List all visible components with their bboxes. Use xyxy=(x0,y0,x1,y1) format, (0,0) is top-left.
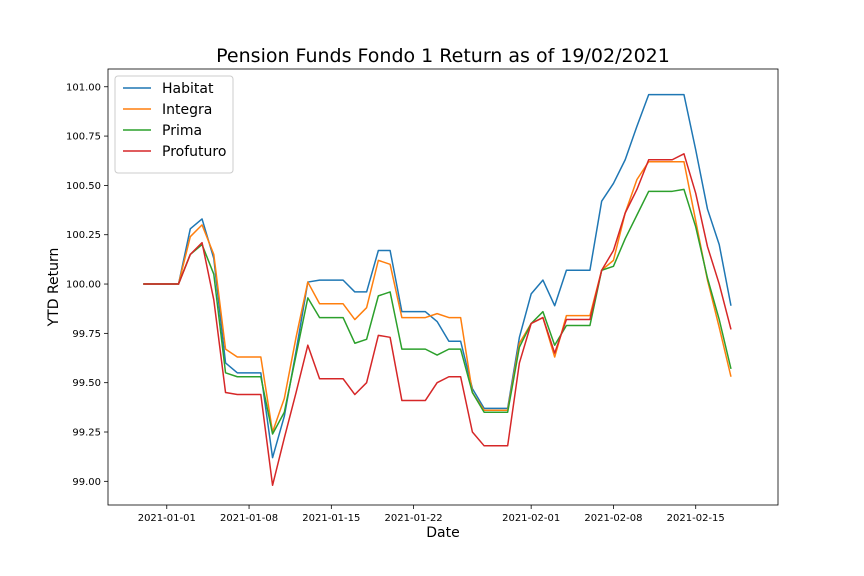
y-tick-label: 101.00 xyxy=(66,82,101,93)
x-tick-label: 2021-01-22 xyxy=(385,513,443,524)
legend-box xyxy=(114,75,234,174)
legend-label: Habitat xyxy=(162,81,214,97)
series-line-profuturo xyxy=(143,153,732,487)
x-tick-label: 2021-01-15 xyxy=(302,513,360,524)
y-tick-label: 99.75 xyxy=(72,329,101,340)
y-tick-label: 99.50 xyxy=(72,378,101,389)
y-tick-label: 100.50 xyxy=(66,181,101,192)
legend-label: Integra xyxy=(162,102,212,118)
y-tick-label: 99.25 xyxy=(72,428,101,439)
x-tick-label: 2021-01-01 xyxy=(138,513,196,524)
x-axis-label: Date xyxy=(426,525,459,541)
series-line-habitat xyxy=(143,93,732,459)
y-axis-label: YTD Return xyxy=(46,248,62,328)
x-tick-label: 2021-02-01 xyxy=(502,513,560,524)
y-tick-label: 100.75 xyxy=(66,132,101,143)
y-tick-label: 100.00 xyxy=(66,280,101,291)
x-tick-label: 2021-02-15 xyxy=(667,513,725,524)
series-line-integra xyxy=(143,160,732,433)
y-axis: 99.00 99.25 99.50 99.75 100.00 100.25 100.50 10… xyxy=(66,82,108,488)
series-lines xyxy=(143,93,732,487)
y-tick-label: 100.25 xyxy=(66,230,101,241)
x-tick-label: 2021-02-08 xyxy=(584,513,642,524)
x-axis: 2021-01-01 2021-01-08 2021-01-15 2021-01-22… xyxy=(138,505,725,524)
legend: Habitat Integra Prima Profuturo xyxy=(114,75,234,174)
series-line-prima xyxy=(143,188,732,435)
legend-label: Prima xyxy=(162,123,202,139)
x-tick-label: 2021-01-08 xyxy=(220,513,278,524)
chart-title: Pension Funds Fondo 1 Return as of 19/02… xyxy=(216,45,670,67)
legend-label: Profuturo xyxy=(162,144,226,160)
y-tick-label: 99.00 xyxy=(72,477,101,488)
